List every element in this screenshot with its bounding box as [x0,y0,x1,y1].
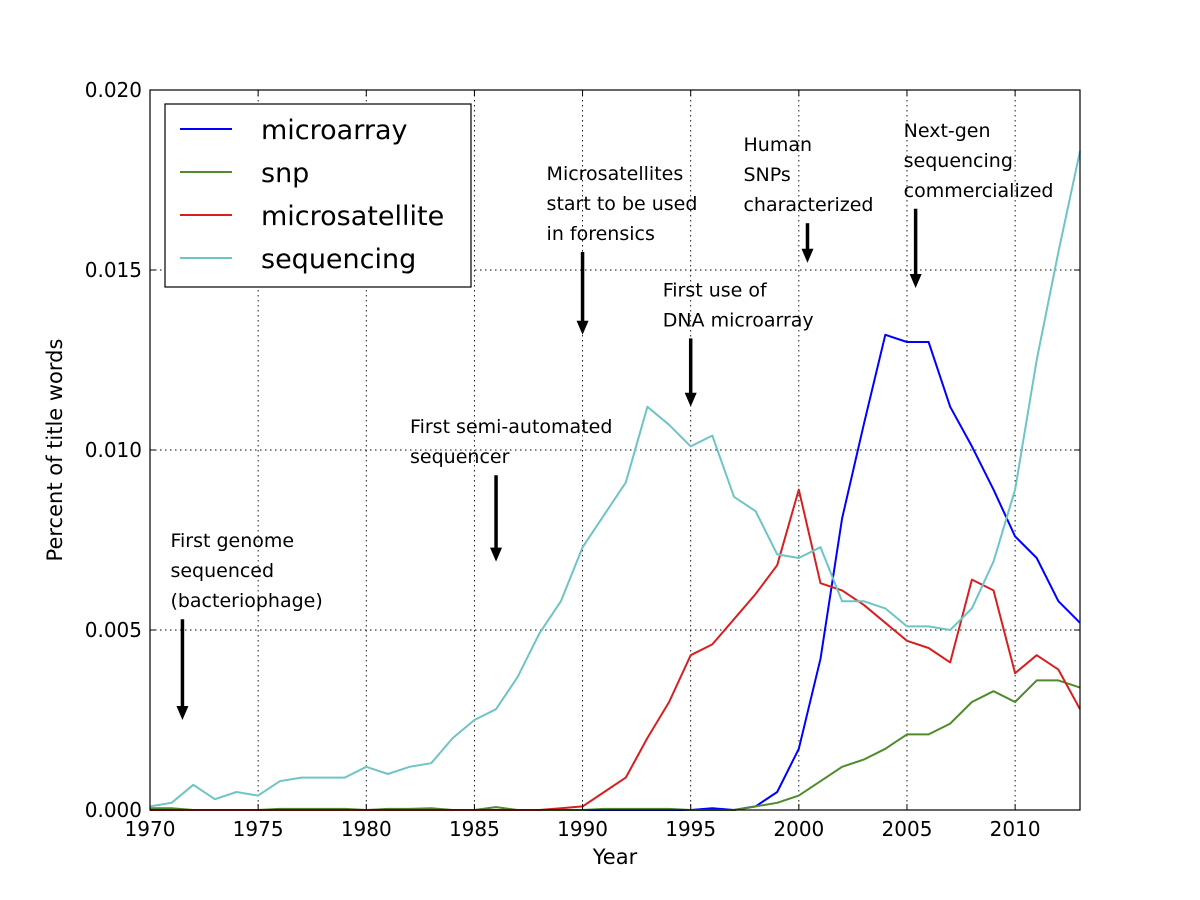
annotation-text: Microsatellites [547,163,684,185]
annotation-text: start to be used [547,193,698,215]
annotation-text: First use of [663,279,768,301]
axis-ticks: 1970 1975 1980 1985 1990 1995 2000 2005 2010 0.00… [85,78,1080,841]
annotation-text: commercialized [904,180,1054,202]
legend-label-microsatellite: microsatellite [261,201,444,232]
legend-label-sequencing: sequencing [261,244,416,275]
x-tick-label: 1970 [125,817,176,841]
annotation-arrow-head [490,547,503,562]
annotation-text: in forensics [547,223,655,245]
annotation-text: SNPs [743,164,790,186]
annotation-text: First genome [170,530,294,552]
series-line-microarray [150,333,1081,811]
annotation-text: sequenced [170,560,274,582]
annotation-text: sequencer [410,446,510,468]
annotation: First use of DNA microarray [663,279,814,407]
legend-label-snp: snp [261,158,309,189]
x-tick-label: 1990 [557,817,608,841]
annotation-arrow-head [176,706,189,720]
annotation-text: DNA microarray [663,309,814,331]
annotation: First semi-automated sequencer [410,416,612,562]
x-tick-label: 1980 [341,817,392,841]
annotation: Next-gen sequencing commercialized [904,120,1054,288]
annotation-arrow-head [576,320,589,335]
y-tick-label: 0.015 [85,258,142,282]
legend: microarray snp microsatellite sequencing [164,103,472,288]
x-tick-label: 1985 [449,817,500,841]
x-tick-label: 1975 [233,817,284,841]
annotation-text: First semi-automated [410,416,612,438]
annotation-arrow-head [684,392,697,407]
y-tick-label: 0.010 [85,438,142,462]
annotation-text: sequencing [904,150,1013,172]
annotation-text: Human [743,134,812,156]
annotation-text: Next-gen [904,120,991,142]
y-tick-label: 0.005 [85,618,142,642]
y-axis-title: Percent of title words [43,339,67,562]
x-tick-label: 1995 [665,817,716,841]
annotation: Microsatellites start to be used in forens… [547,163,698,335]
annotation: First genome sequenced (bacteriophage) [170,530,323,720]
x-axis-title: Year [592,845,638,869]
annotation-text: characterized [743,194,873,216]
annotations: First genomesequenced(bacteriophage)Firs… [170,120,1053,720]
series-line-snp [150,679,1081,811]
y-tick-label: 0.020 [85,78,142,102]
series-line-sequencing [149,150,1081,808]
legend-box [164,103,472,288]
annotation-arrow-head [801,248,814,263]
annotation-arrow-head [909,274,922,288]
annotation: Human SNPs characterized [743,134,873,263]
y-tick-label: 0.000 [85,798,142,822]
x-tick-label: 2010 [990,817,1041,841]
annotation-text: (bacteriophage) [170,590,322,612]
legend-label-microarray: microarray [261,115,407,146]
x-tick-label: 2000 [773,817,824,841]
x-tick-label: 2005 [882,817,933,841]
